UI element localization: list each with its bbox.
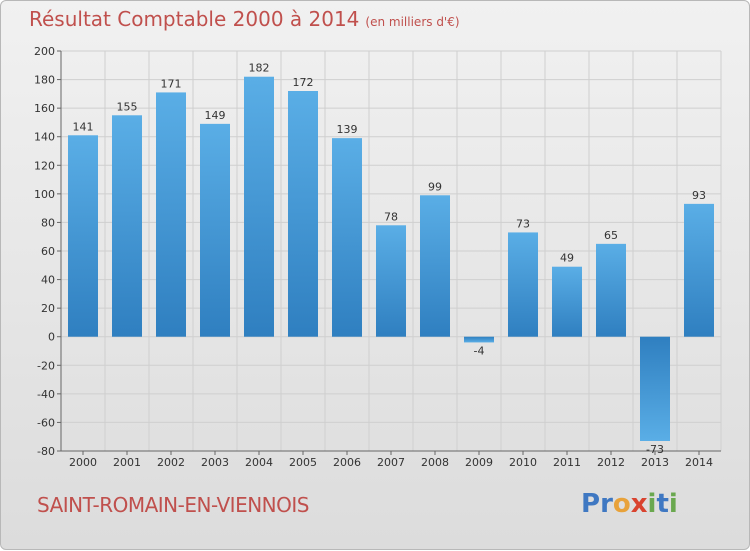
- bar-2008: [420, 195, 450, 337]
- logo-letter: x: [630, 489, 648, 519]
- y-tick-label: 160: [34, 102, 55, 115]
- x-tick-label: 2013: [641, 456, 669, 469]
- bar-2014: [684, 203, 714, 337]
- y-tick-label: 80: [41, 216, 55, 229]
- y-tick-label: -20: [37, 359, 55, 372]
- x-tick-label: 2005: [289, 456, 317, 469]
- x-tick-label: 2002: [157, 456, 185, 469]
- axes: -80-60-40-200204060801001201401601802002…: [34, 45, 721, 469]
- x-tick-label: 2004: [245, 456, 273, 469]
- logo-letter: i: [668, 489, 678, 519]
- x-tick-label: 2003: [201, 456, 229, 469]
- chart-title-text: Résultat Comptable 2000 à 2014: [29, 7, 360, 31]
- bar-2009: [464, 336, 494, 343]
- data-labels: 141 155 171 149 182 172 139 78 99 -4 73 49 65 -73 93: [73, 62, 707, 456]
- data-label: 65: [604, 229, 618, 242]
- y-tick-label: 60: [41, 245, 55, 258]
- data-label: 171: [161, 77, 182, 90]
- y-tick-label: 40: [41, 274, 55, 287]
- y-tick-label: 0: [48, 331, 55, 344]
- data-label: 172: [293, 76, 314, 89]
- chart-title: Résultat Comptable 2000 à 2014 (en millie…: [29, 7, 460, 31]
- y-tick-label: -40: [37, 388, 55, 401]
- logo-letter: t: [656, 489, 669, 519]
- y-tick-label: 120: [34, 159, 55, 172]
- proxiti-logo: Proxiti: [581, 489, 678, 519]
- bar-2011: [552, 266, 582, 337]
- bar-2004: [244, 76, 274, 337]
- x-tick-label: 2012: [597, 456, 625, 469]
- logo-letter: i: [647, 489, 657, 519]
- y-tick-label: 20: [41, 302, 55, 315]
- bar-2012: [596, 243, 626, 337]
- x-tick-label: 2008: [421, 456, 449, 469]
- x-tick-label: 2006: [333, 456, 361, 469]
- data-label: 155: [117, 100, 138, 113]
- y-tick-label: 200: [34, 45, 55, 58]
- y-tick-label: -60: [37, 416, 55, 429]
- bar-2006: [332, 138, 362, 337]
- data-label: 141: [73, 120, 94, 133]
- bar-2001: [112, 115, 142, 337]
- x-tick-label: 2000: [69, 456, 97, 469]
- data-label: 139: [337, 123, 358, 136]
- bar-2013: [640, 336, 670, 441]
- y-tick-label: -80: [37, 445, 55, 458]
- data-label: 49: [560, 252, 574, 265]
- x-tick-label: 2014: [685, 456, 713, 469]
- data-label: 99: [428, 180, 442, 193]
- commune-name: SAINT-ROMAIN-EN-VIENNOIS: [37, 493, 309, 517]
- bar-2003: [200, 123, 230, 337]
- bar-2007: [376, 225, 406, 337]
- x-tick-label: 2009: [465, 456, 493, 469]
- logo-letter: o: [612, 489, 631, 519]
- data-label: 93: [692, 189, 706, 202]
- data-label: -73: [646, 443, 664, 456]
- data-label: 182: [249, 62, 270, 75]
- data-label: -4: [474, 344, 485, 357]
- x-tick-label: 2010: [509, 456, 537, 469]
- bars: [68, 76, 714, 441]
- data-label: 73: [516, 217, 530, 230]
- x-tick-label: 2001: [113, 456, 141, 469]
- logo-letter: r: [600, 489, 613, 519]
- bar-2002: [156, 92, 186, 337]
- x-tick-label: 2007: [377, 456, 405, 469]
- y-tick-label: 180: [34, 74, 55, 87]
- bar-2010: [508, 232, 538, 337]
- logo-letter: P: [581, 489, 601, 519]
- y-tick-label: 100: [34, 188, 55, 201]
- bar-2005: [288, 91, 318, 337]
- data-label: 149: [205, 109, 226, 122]
- data-label: 78: [384, 210, 398, 223]
- chart-subtitle: (en milliers d'€): [365, 15, 460, 29]
- y-tick-label: 140: [34, 131, 55, 144]
- bar-2000: [68, 135, 98, 337]
- x-tick-label: 2011: [553, 456, 581, 469]
